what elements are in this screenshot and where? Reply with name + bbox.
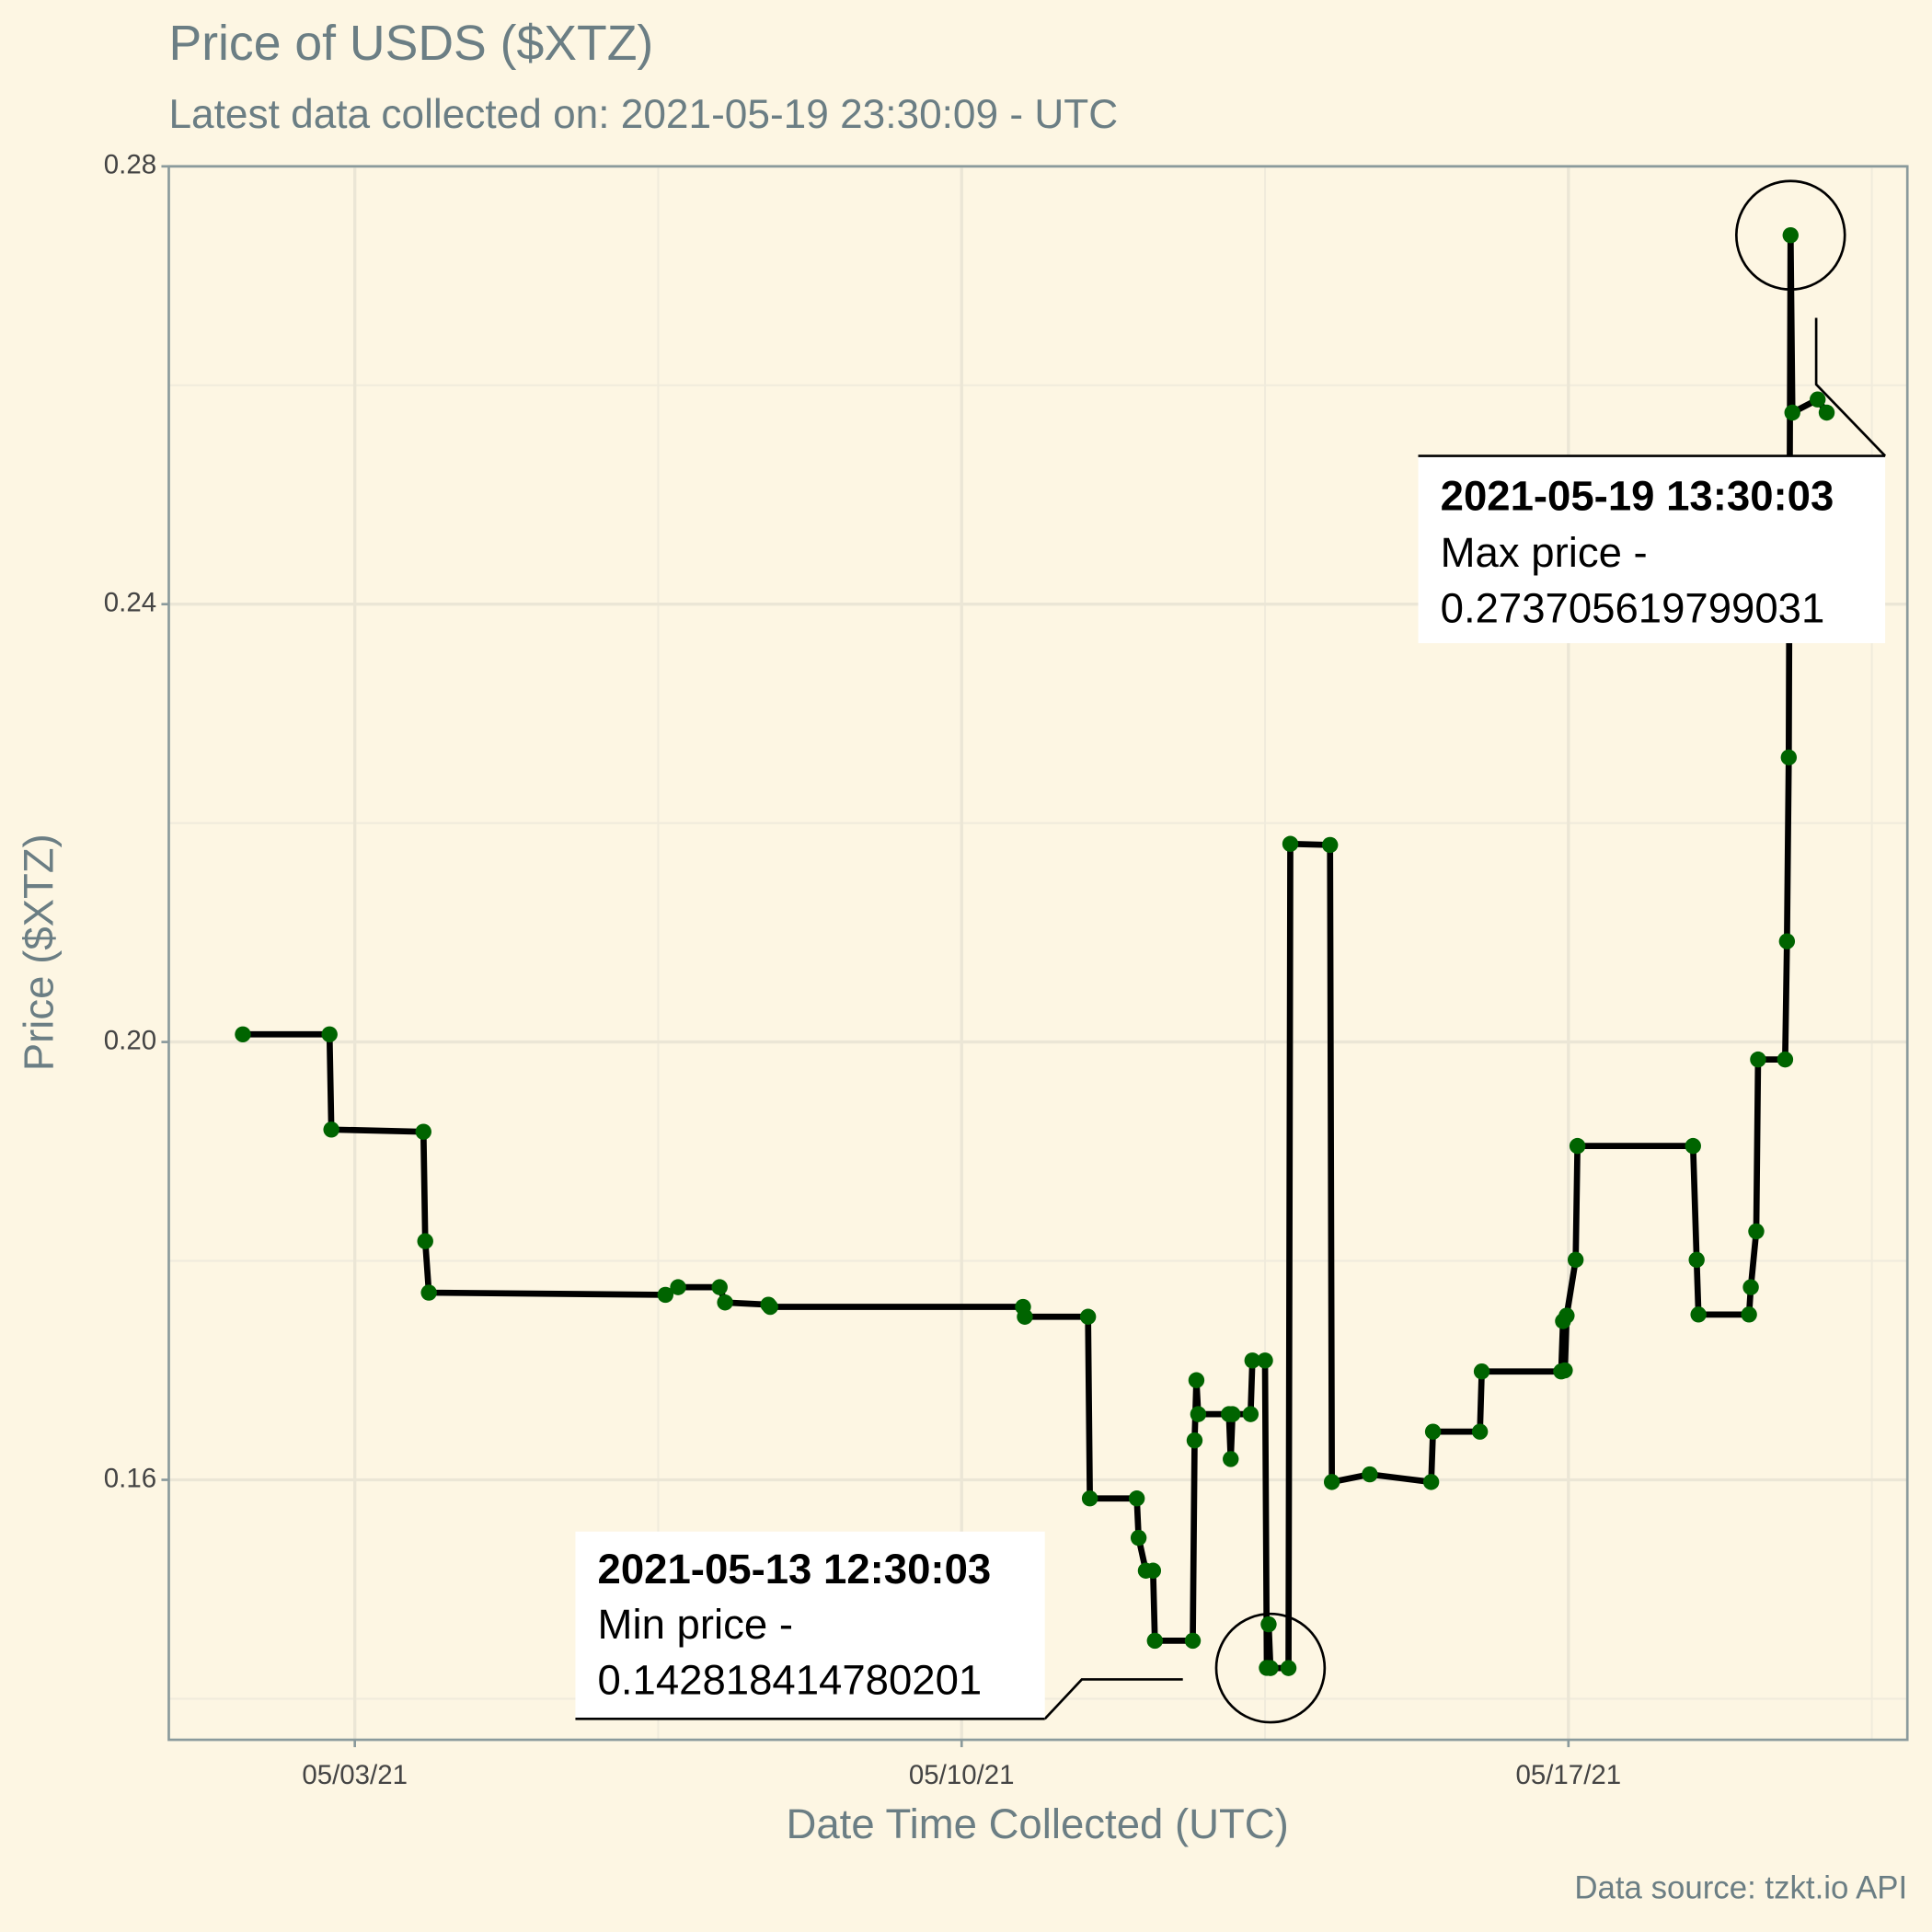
annotation-text: 0.142818414780201 [598,1656,983,1703]
annotation-text: 0.273705619799031 [1441,584,1825,631]
price-point [1810,391,1826,408]
price-point [235,1026,251,1042]
price-point [1424,1423,1442,1440]
y-tick-label: 0.16 [104,1463,156,1493]
price-point [1323,1474,1340,1490]
price-point [1017,1308,1033,1325]
price-point [1280,1660,1297,1676]
x-tick-label: 05/03/21 [302,1760,408,1790]
connector [1043,1678,1183,1720]
y-axis-title: Price ($XTZ) [16,834,63,1071]
price-point [1422,1474,1440,1490]
price-point [1818,404,1835,421]
annotation-text: Min price - [598,1601,793,1648]
chart-subtitle: Latest data collected on: 2021-05-19 23:… [168,92,1118,137]
price-point [1079,1308,1097,1325]
price-point [1244,1352,1260,1369]
price-point [1321,836,1339,854]
caption: Data source: tzkt.io API [1574,1870,1907,1906]
highlight-circle [1214,1612,1327,1724]
price-point [1741,1306,1757,1323]
price-point [1081,1490,1098,1507]
price-point [1748,1223,1765,1240]
price-point [1186,1432,1203,1449]
price-point [657,1286,674,1304]
price-point [1688,1251,1705,1269]
price-point [1778,933,1796,949]
connector [1814,317,1887,457]
price-point [1242,1406,1259,1422]
price-point [670,1279,686,1295]
price-point [420,1284,437,1301]
plot-area [235,179,1846,1724]
price-point [1184,1632,1202,1650]
price-point [1223,1451,1239,1467]
price-point [1780,749,1798,765]
price-point [1473,1363,1490,1380]
label-box [1418,455,1886,644]
label-box [575,1531,1045,1719]
x-axis-title: Date Time Collected (UTC) [787,1800,1289,1847]
price-point [1567,1251,1584,1269]
price-point [1471,1423,1489,1440]
price-point [1685,1137,1701,1155]
price-point [1257,1352,1273,1369]
price-point [1128,1490,1145,1507]
price-point [1144,1562,1162,1579]
plot-border [167,165,1909,1742]
price-point [717,1294,733,1311]
annotation-title: 2021-05-19 13:30:03 [1441,472,1834,519]
y-tick-label: 0.28 [104,150,156,180]
price-point [1742,1279,1759,1295]
annotation-max: 2021-05-19 13:30:03 Max price - 0.273705… [1418,317,1887,644]
annotation-min: 2021-05-13 12:30:03 Min price - 0.142818… [575,1531,1183,1720]
price-point [1188,1372,1205,1388]
price-point [1784,404,1800,421]
price-point [417,1233,433,1249]
price-point [1282,835,1299,852]
price-point [1569,1137,1586,1155]
annotation-title: 2021-05-13 12:30:03 [598,1546,992,1593]
price-point [711,1279,728,1295]
price-point [1690,1306,1707,1323]
price-point [321,1026,338,1042]
y-tick-label: 0.20 [104,1025,156,1055]
price-point [1558,1307,1575,1324]
price-point [415,1123,431,1140]
chart-title: Price of USDS ($XTZ) [168,17,653,71]
annotation-text: Max price - [1441,529,1648,576]
y-tick-label: 0.24 [104,587,156,617]
price-point [1782,226,1799,244]
price-point [1190,1406,1207,1422]
price-point [1262,1660,1279,1676]
price-point [1557,1362,1573,1379]
price-point [323,1121,339,1138]
price-point [1777,1051,1794,1068]
price-point [1362,1466,1378,1483]
grid: 0.16 0.20 0.24 0.28 05/03/21 05/10/21 05/17/21 [104,150,1908,1790]
price-point [1224,1406,1241,1422]
x-tick-label: 05/10/21 [909,1760,1015,1790]
price-point [1260,1616,1277,1633]
price-point [1130,1529,1147,1547]
x-tick-label: 05/17/21 [1515,1760,1621,1790]
price-point [1750,1051,1766,1068]
price-point [1146,1632,1163,1650]
price-point [762,1298,778,1316]
highlight-circle [1735,179,1846,291]
